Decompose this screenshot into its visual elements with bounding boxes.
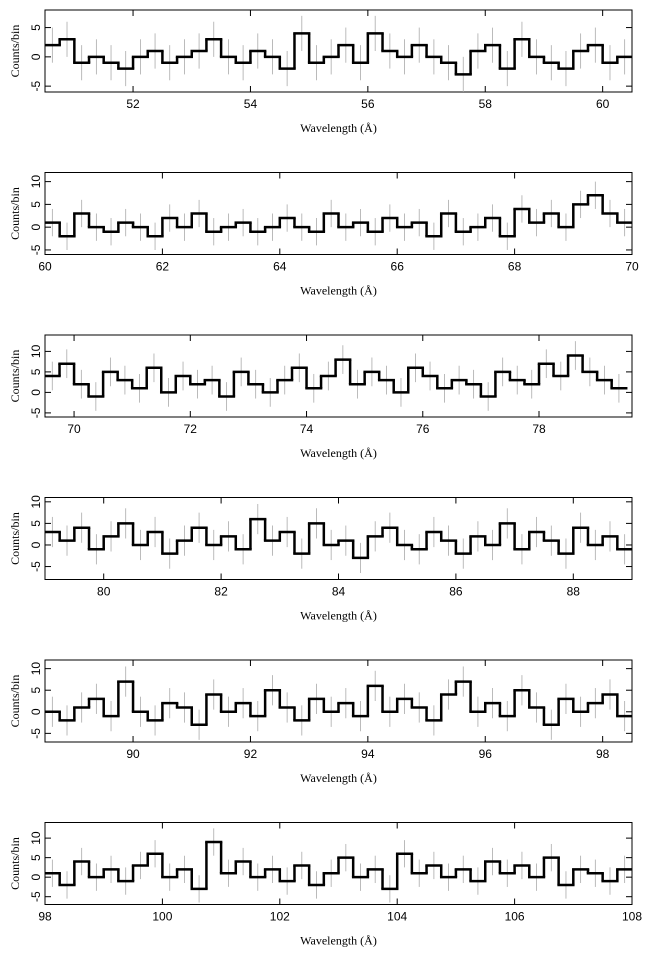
plot-frame bbox=[44, 172, 633, 255]
y-tick-label: 10 bbox=[29, 831, 43, 845]
x-tick-label: 90 bbox=[126, 747, 140, 761]
x-tick-label: 52 bbox=[126, 97, 140, 111]
y-tick-label: 5 bbox=[29, 520, 43, 527]
panel: 90 92 94 96 98 -5 0 5 10 Wavelength (Å) Counts/bin bbox=[8, 659, 633, 785]
x-tick-label: 68 bbox=[508, 260, 522, 274]
x-tick-label: 98 bbox=[38, 910, 52, 924]
x-tick-label: 60 bbox=[596, 97, 610, 111]
x-axis-label: Wavelength (Å) bbox=[300, 608, 377, 622]
x-tick-label: 92 bbox=[244, 747, 258, 761]
x-axis-label: Wavelength (Å) bbox=[300, 771, 377, 785]
panel: 52 54 56 58 60 -5 0 5 Wavelength (Å) Counts/bin bbox=[8, 9, 633, 135]
y-axis-label: Counts/bin bbox=[8, 837, 22, 890]
y-tick-label: 10 bbox=[29, 344, 43, 358]
y-tick-label: 5 bbox=[29, 687, 43, 694]
y-tick-label: -5 bbox=[29, 407, 43, 418]
plot-area bbox=[45, 828, 632, 903]
x-axis-label: Wavelength (Å) bbox=[300, 933, 377, 947]
plot-frame bbox=[44, 9, 633, 93]
x-tick-label: 54 bbox=[244, 97, 258, 111]
y-axis-label: Counts/bin bbox=[8, 350, 22, 403]
y-axis-label: Counts/bin bbox=[8, 25, 22, 78]
x-tick-label: 58 bbox=[479, 97, 493, 111]
y-tick-label: 0 bbox=[29, 389, 43, 396]
y-axis-label: Counts/bin bbox=[8, 512, 22, 565]
y-axis-label: Counts/bin bbox=[8, 675, 22, 728]
panel: 60 62 64 66 68 70 -5 0 5 10 Wavelength (Å) Counts/b… bbox=[8, 172, 639, 297]
y-tick-label: 5 bbox=[29, 201, 43, 208]
x-tick-label: 102 bbox=[270, 910, 290, 924]
y-tick-label: 0 bbox=[29, 53, 43, 60]
x-tick-label: 64 bbox=[273, 260, 287, 274]
y-axis-label: Counts/bin bbox=[8, 187, 22, 240]
x-tick-label: 82 bbox=[214, 585, 228, 599]
y-tick-label: -5 bbox=[29, 561, 43, 572]
y-tick-label: 5 bbox=[29, 368, 43, 375]
y-tick-label: 5 bbox=[29, 24, 43, 31]
x-axis-label: Wavelength (Å) bbox=[300, 446, 377, 460]
x-tick-label: 60 bbox=[38, 260, 52, 274]
y-tick-label: 0 bbox=[29, 708, 43, 715]
x-tick-label: 104 bbox=[387, 910, 407, 924]
x-tick-label: 94 bbox=[361, 747, 375, 761]
x-tick-label: 86 bbox=[449, 585, 463, 599]
y-tick-label: 5 bbox=[29, 854, 43, 861]
panel: 98 100 102 104 106 108 -5 0 5 10 Wavelength (Å) Cou… bbox=[8, 822, 642, 947]
y-tick-label: 0 bbox=[29, 541, 43, 548]
x-tick-label: 78 bbox=[532, 422, 546, 436]
x-tick-label: 66 bbox=[391, 260, 405, 274]
plot-area bbox=[45, 503, 632, 574]
x-tick-label: 76 bbox=[416, 422, 430, 436]
y-tick-label: -5 bbox=[29, 244, 43, 255]
plot-frame bbox=[44, 334, 633, 418]
x-tick-label: 56 bbox=[361, 97, 375, 111]
x-tick-label: 74 bbox=[300, 422, 314, 436]
y-tick-label: -5 bbox=[29, 80, 43, 91]
x-tick-label: 62 bbox=[156, 260, 170, 274]
x-axis-label: Wavelength (Å) bbox=[300, 121, 377, 135]
y-tick-label: -5 bbox=[29, 728, 43, 739]
x-tick-label: 84 bbox=[332, 585, 346, 599]
x-tick-label: 70 bbox=[67, 422, 81, 436]
x-tick-label: 80 bbox=[97, 585, 111, 599]
panel: 80 82 84 86 88 -5 0 5 10 Wavelength (Å) Counts/bin bbox=[8, 495, 633, 622]
plot-area bbox=[45, 15, 632, 92]
y-tick-label: 10 bbox=[29, 662, 43, 676]
x-tick-label: 88 bbox=[567, 585, 581, 599]
x-tick-label: 96 bbox=[479, 747, 493, 761]
y-tick-label: 10 bbox=[29, 175, 43, 189]
x-tick-label: 106 bbox=[505, 910, 525, 924]
x-tick-label: 100 bbox=[152, 910, 172, 924]
plot-frame bbox=[44, 659, 633, 743]
y-tick-label: 0 bbox=[29, 874, 43, 881]
panel: 70 72 74 76 78 -5 0 5 10 Wavelength (Å) Counts/bin bbox=[8, 334, 633, 460]
plot-frame bbox=[44, 822, 633, 905]
x-tick-label: 70 bbox=[625, 260, 639, 274]
plot-area bbox=[45, 341, 628, 411]
x-axis-label: Wavelength (Å) bbox=[300, 283, 377, 297]
y-tick-label: 0 bbox=[29, 224, 43, 231]
y-tick-label: -5 bbox=[29, 891, 43, 902]
x-tick-label: 98 bbox=[596, 747, 610, 761]
y-tick-label: 10 bbox=[29, 495, 43, 509]
x-tick-label: 108 bbox=[622, 910, 642, 924]
plot-area bbox=[45, 181, 632, 250]
x-tick-label: 72 bbox=[184, 422, 198, 436]
plot-area bbox=[45, 666, 632, 740]
